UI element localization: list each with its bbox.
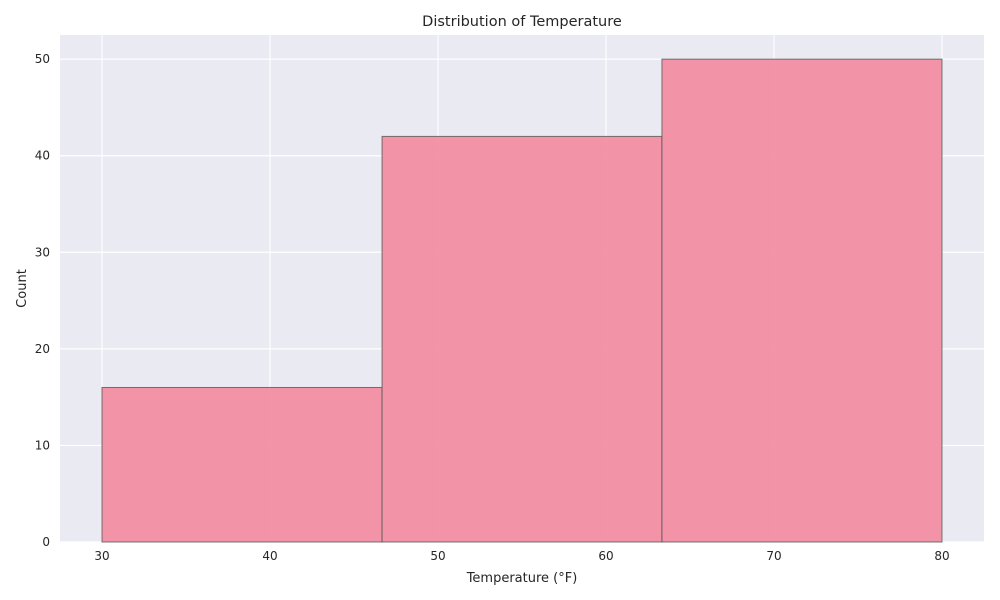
bars	[101, 58, 943, 543]
y-tick-label: 10	[35, 438, 50, 452]
histogram-bar-2	[381, 135, 663, 543]
histogram-bar-3	[661, 58, 943, 543]
x-tick-label: 80	[934, 549, 949, 563]
x-tick-label: 50	[430, 549, 445, 563]
y-tick-label: 30	[35, 245, 50, 259]
x-tick-label: 40	[262, 549, 277, 563]
y-tick-label: 50	[35, 52, 50, 66]
x-tick-label: 30	[94, 549, 109, 563]
y-axis-label: Count	[15, 269, 30, 308]
y-tick-label: 40	[35, 149, 50, 163]
y-tick-label: 20	[35, 342, 50, 356]
x-tick-label: 60	[598, 549, 613, 563]
x-tick-label: 70	[766, 549, 781, 563]
x-axis-label: Temperature (°F)	[466, 571, 578, 586]
x-axis-ticks: 30 40 50 60 70 80	[94, 549, 949, 563]
histogram-bar-1	[101, 386, 383, 543]
y-axis-ticks: 0 10 20 30 40 50	[35, 52, 50, 549]
chart-title: Distribution of Temperature	[422, 14, 622, 30]
y-tick-label: 0	[42, 535, 50, 549]
